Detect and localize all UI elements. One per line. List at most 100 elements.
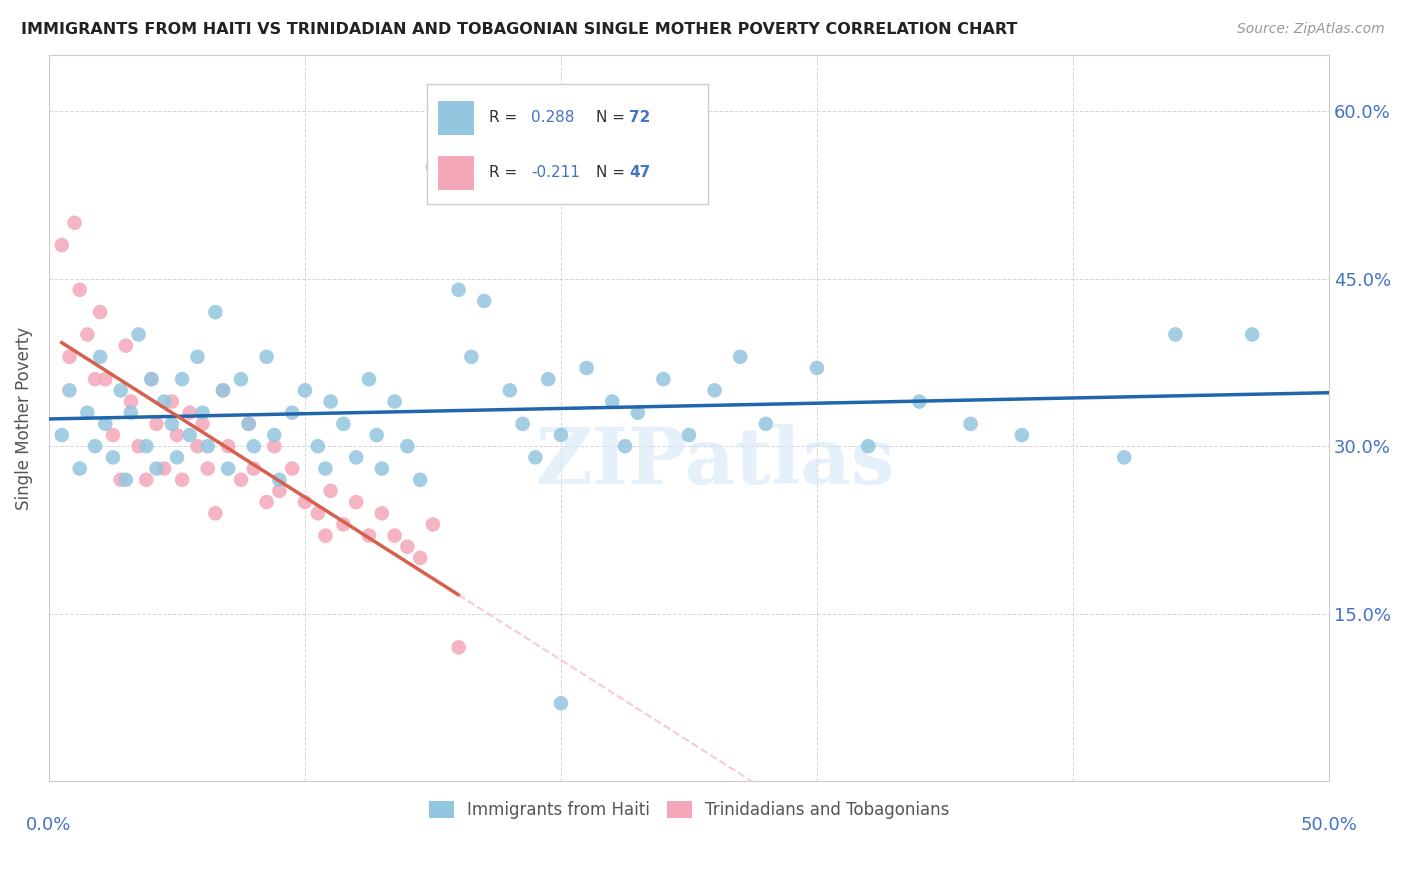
Point (51, 238, 73, 252)
Point (627, 406, 650, 420)
Point (58, 384, 80, 398)
Point (160, 417, 183, 431)
Point (524, 450, 547, 465)
Point (204, 506, 226, 520)
Point (89, 350, 111, 364)
Point (217, 439, 239, 453)
Point (384, 394, 406, 409)
Point (172, 372, 194, 386)
Point (366, 428, 388, 442)
Point (447, 283, 470, 297)
Point (120, 394, 142, 409)
Point (344, 450, 367, 465)
Point (678, 428, 700, 442)
Point (307, 439, 329, 453)
Point (229, 372, 252, 386)
Point (128, 327, 150, 342)
Point (550, 696, 572, 710)
Point (186, 350, 208, 364)
Point (145, 417, 167, 431)
Point (229, 473, 252, 487)
Point (281, 461, 304, 475)
Point (703, 384, 725, 398)
Point (357, 528, 380, 542)
Point (145, 461, 167, 475)
Point (135, 473, 157, 487)
Point (212, 384, 235, 398)
Point (344, 495, 367, 509)
Point (959, 417, 981, 431)
Point (160, 394, 183, 409)
Point (422, 160, 444, 174)
Point (614, 439, 637, 453)
Point (191, 406, 214, 420)
Point (238, 417, 260, 431)
Point (256, 495, 278, 509)
Point (197, 461, 219, 475)
Point (89, 305, 111, 319)
Point (101, 428, 124, 442)
Point (600, 394, 623, 409)
Point (384, 528, 406, 542)
Point (409, 473, 432, 487)
Point (217, 461, 239, 475)
Point (166, 450, 188, 465)
Point (512, 417, 534, 431)
Point (1164, 327, 1187, 342)
Point (499, 384, 522, 398)
Point (101, 450, 124, 465)
Point (153, 461, 176, 475)
Point (186, 439, 208, 453)
Point (128, 439, 150, 453)
Point (294, 384, 316, 398)
Point (76, 327, 98, 342)
Point (332, 417, 354, 431)
Point (63, 216, 86, 230)
Y-axis label: Single Mother Poverty: Single Mother Poverty (15, 326, 32, 510)
Point (94, 372, 117, 386)
Point (212, 384, 235, 398)
Point (314, 528, 336, 542)
Point (84, 439, 107, 453)
Point (856, 439, 879, 453)
Point (1241, 327, 1264, 342)
Point (76, 406, 98, 420)
Point (58, 350, 80, 364)
Point (357, 372, 380, 386)
Point (537, 372, 560, 386)
Point (141, 372, 163, 386)
Point (371, 461, 394, 475)
Point (728, 350, 751, 364)
Point (307, 506, 329, 520)
Point (1114, 450, 1136, 465)
Point (332, 517, 354, 532)
Point (179, 406, 201, 420)
Point (69, 461, 91, 475)
Point (256, 350, 278, 364)
Point (472, 293, 495, 308)
Point (166, 428, 188, 442)
Point (409, 551, 432, 566)
Point (197, 439, 219, 453)
Text: 50.0%: 50.0% (1301, 816, 1357, 834)
Point (396, 439, 419, 453)
Point (114, 473, 136, 487)
Point (263, 428, 285, 442)
Point (238, 417, 260, 431)
Point (806, 361, 828, 376)
Point (460, 350, 482, 364)
Point (135, 439, 157, 453)
Point (314, 461, 336, 475)
Point (281, 406, 304, 420)
Point (204, 305, 226, 319)
Legend: Immigrants from Haiti, Trinidadians and Tobagonians: Immigrants from Haiti, Trinidadians and … (422, 794, 956, 825)
Point (575, 361, 598, 376)
Point (141, 372, 163, 386)
Point (908, 394, 931, 409)
Point (51, 428, 73, 442)
Point (69, 283, 91, 297)
Point (371, 506, 394, 520)
Point (84, 372, 107, 386)
Point (550, 428, 572, 442)
Point (319, 394, 342, 409)
